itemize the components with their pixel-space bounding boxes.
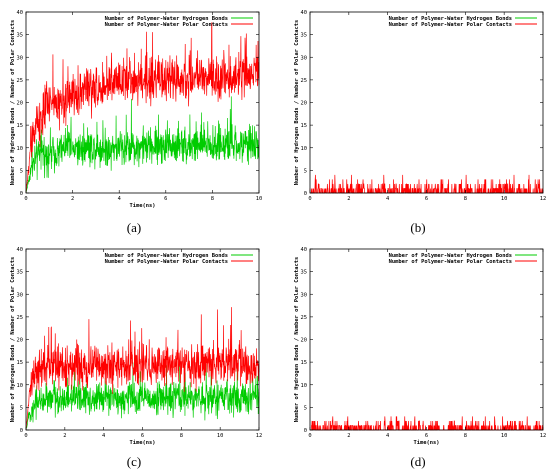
y-axis-label: Number of Hydrogen Bonds / Number of Pol… — [10, 257, 16, 423]
x-tick-label: 4 — [386, 196, 389, 202]
legend-label: Number of Polymer-Water Polar Contacts — [389, 22, 512, 28]
legend-label: Number of Polymer-Water Hydrogen Bonds — [105, 16, 228, 22]
panel-caption: (d) — [410, 454, 425, 469]
panel-caption: (b) — [410, 220, 425, 235]
y-tick-label: 35 — [301, 33, 308, 39]
x-tick-label: 8 — [464, 433, 467, 439]
x-tick-label: 4 — [102, 433, 105, 439]
y-tick-label: 10 — [301, 146, 308, 152]
y-tick-label: 10 — [301, 383, 308, 389]
x-tick-label: 10 — [256, 196, 263, 202]
x-tick-label: 6 — [164, 196, 167, 202]
legend-label: Number of Polymer-Water Polar Contacts — [105, 259, 228, 265]
y-tick-label: 0 — [304, 191, 307, 197]
series-line-hydrogen-bonds — [25, 360, 260, 431]
plot-frame — [309, 248, 544, 431]
x-tick-label: 12 — [256, 433, 263, 439]
panel-caption: (a) — [127, 220, 141, 235]
y-tick-label: 40 — [301, 247, 308, 253]
y-tick-label: 25 — [17, 315, 24, 321]
y-tick-label: 20 — [301, 338, 308, 344]
y-tick-label: 0 — [304, 428, 307, 434]
x-tick-label: 12 — [540, 433, 547, 439]
y-tick-label: 30 — [17, 292, 24, 298]
y-tick-label: 30 — [301, 292, 308, 298]
x-tick-label: 2 — [63, 433, 66, 439]
x-tick-label: 6 — [141, 433, 144, 439]
y-tick-label: 10 — [17, 383, 24, 389]
x-tick-label: 4 — [386, 433, 389, 439]
x-tick-label: 8 — [211, 196, 214, 202]
x-tick-label: 12 — [540, 196, 547, 202]
y-axis-label: Number of Hydrogen Bonds / Number of Pol… — [294, 20, 300, 186]
x-axis-label: Time(ns) — [130, 440, 156, 446]
y-tick-label: 20 — [301, 101, 308, 107]
y-tick-label: 5 — [304, 168, 307, 174]
y-tick-label: 5 — [304, 405, 307, 411]
x-tick-label: 8 — [180, 433, 183, 439]
x-tick-label: 10 — [501, 433, 508, 439]
series-line-hydrogen-bonds — [25, 96, 260, 194]
y-tick-label: 40 — [17, 247, 24, 253]
panel-1: 0 5 10 15 20 25 30 35 40 0 2 4 6 8 10 Time(ns) Number of… — [10, 10, 262, 235]
y-tick-label: 5 — [20, 405, 23, 411]
y-tick-label: 40 — [17, 10, 24, 16]
x-tick-label: 4 — [118, 196, 121, 202]
x-tick-label: 0 — [24, 433, 27, 439]
y-tick-label: 0 — [20, 428, 23, 434]
y-tick-label: 25 — [17, 78, 24, 84]
x-tick-label: 2 — [347, 433, 350, 439]
x-tick-label: 10 — [217, 433, 224, 439]
legend-label: Number of Polymer-Water Polar Contacts — [389, 259, 512, 265]
panel-3: 0 5 10 15 20 25 30 35 40 0 2 4 6 8 10 12 Time(ns) Number … — [10, 247, 262, 469]
series-line-polar-contacts — [25, 307, 260, 431]
plot-frame — [309, 11, 544, 194]
y-tick-label: 35 — [301, 270, 308, 276]
y-tick-label: 35 — [17, 33, 24, 39]
legend-label: Number of Polymer-Water Hydrogen Bonds — [105, 253, 228, 259]
x-tick-label: 0 — [24, 196, 27, 202]
y-tick-label: 0 — [20, 191, 23, 197]
y-tick-label: 25 — [301, 78, 308, 84]
y-tick-label: 40 — [301, 10, 308, 16]
y-tick-label: 20 — [17, 338, 24, 344]
panel-4: 0 5 10 15 20 25 30 35 40 0 2 4 6 8 10 12 Time(ns) Number … — [294, 247, 546, 469]
x-tick-label: 2 — [347, 196, 350, 202]
series-line-polar-contacts — [25, 22, 260, 194]
y-tick-label: 15 — [301, 123, 308, 129]
y-tick-label: 25 — [301, 315, 308, 321]
x-tick-label: 0 — [308, 196, 311, 202]
y-tick-label: 15 — [17, 123, 24, 129]
y-tick-label: 5 — [20, 168, 23, 174]
y-tick-label: 15 — [17, 360, 24, 366]
x-axis-label: Time(ns) — [414, 440, 440, 446]
x-tick-label: 0 — [308, 433, 311, 439]
x-axis-label: Time(ns) — [130, 203, 156, 209]
x-tick-label: 2 — [71, 196, 74, 202]
x-tick-label: 8 — [464, 196, 467, 202]
y-tick-label: 10 — [17, 146, 24, 152]
panel-2: 0 5 10 15 20 25 30 35 40 0 2 4 6 8 10 12 Number of Hydro… — [294, 10, 546, 235]
x-tick-label: 6 — [425, 196, 428, 202]
y-tick-label: 30 — [17, 55, 24, 61]
y-axis-label: Number of Hydrogen Bonds / Number of Pol… — [10, 20, 16, 186]
legend-label: Number of Polymer-Water Polar Contacts — [105, 22, 228, 28]
y-axis-label: Number of Hydrogen Bonds / Number of Pol… — [294, 257, 300, 423]
legend-label: Number of Polymer-Water Hydrogen Bonds — [389, 16, 512, 22]
panel-caption: (c) — [127, 454, 141, 469]
y-tick-label: 35 — [17, 270, 24, 276]
legend-label: Number of Polymer-Water Hydrogen Bonds — [389, 253, 512, 259]
y-tick-label: 20 — [17, 101, 24, 107]
y-tick-label: 30 — [301, 55, 308, 61]
x-tick-label: 10 — [501, 196, 508, 202]
x-tick-label: 6 — [425, 433, 428, 439]
y-tick-label: 15 — [301, 360, 308, 366]
